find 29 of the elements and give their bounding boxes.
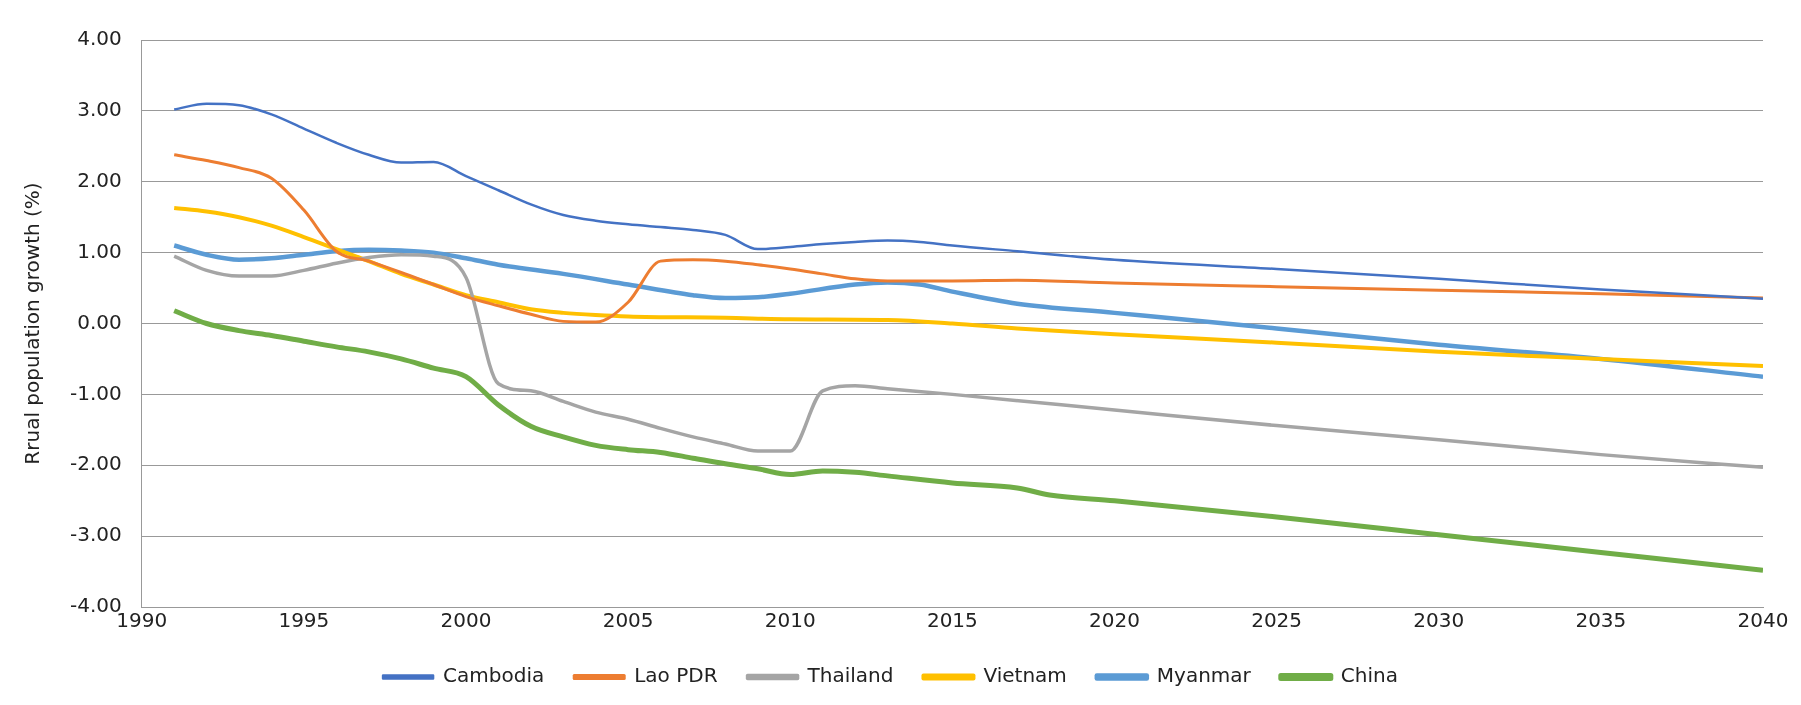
x-tick-label: 2015 <box>926 608 978 633</box>
x-tick-label: 2020 <box>1089 608 1140 633</box>
y-tick-label: 2.00 <box>77 167 122 192</box>
legend-label: China <box>1340 663 1398 688</box>
x-tick-label: 2010 <box>764 608 816 633</box>
y-tick-label: 1.00 <box>77 238 122 263</box>
y-tick-label: 3.00 <box>77 97 122 122</box>
x-tick-label: 2035 <box>1575 608 1627 633</box>
legend-label: Thailand <box>806 663 894 688</box>
line-series <box>172 153 1763 324</box>
line-series <box>172 205 1763 369</box>
y-tick-label: 4.00 <box>77 26 122 51</box>
x-tick-label: 2030 <box>1413 608 1465 633</box>
y-tick-label: -3.00 <box>70 522 122 547</box>
legend-label: Myanmar <box>1156 663 1252 688</box>
x-tick-label: 2040 <box>1737 608 1789 633</box>
y-tick-label: -2.00 <box>70 451 122 476</box>
legend-label: Vietnam <box>983 663 1067 688</box>
x-tick-label: 1995 <box>278 608 330 633</box>
x-tick-label: 2005 <box>602 608 654 633</box>
line-series <box>171 243 1763 379</box>
line-series <box>172 102 1763 300</box>
y-axis-title: Rrual population growth (%) <box>20 182 45 465</box>
y-tick-label: -1.00 <box>70 380 122 405</box>
x-tick-label: 2025 <box>1251 608 1303 633</box>
y-tick-label: 0.00 <box>77 309 122 334</box>
x-tick-label: 2000 <box>440 608 492 633</box>
legend-label: Cambodia <box>443 663 545 688</box>
legend-label: Lao PDR <box>634 663 718 688</box>
